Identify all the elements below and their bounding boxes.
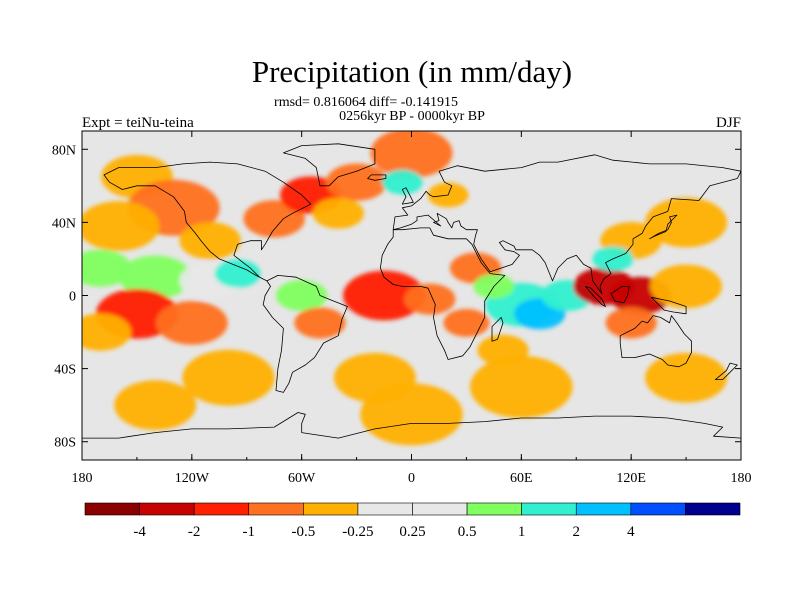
chart-title: Precipitation (in mm/day) <box>252 54 572 89</box>
anomaly-blob <box>276 279 328 312</box>
coastline <box>367 174 387 181</box>
antarctica-coastline <box>82 412 741 439</box>
coastlines <box>82 143 741 439</box>
coastline <box>380 227 506 360</box>
anomaly-blob <box>381 169 423 195</box>
colorbar-label: -4 <box>133 524 146 540</box>
anomaly-blob <box>650 264 722 309</box>
anomaly-blob <box>182 349 275 406</box>
x-tick-label: 60W <box>288 471 316 486</box>
experiment-label: Expt = teiNu-teina <box>82 115 194 131</box>
coastline <box>401 187 414 205</box>
x-tick-label: 60E <box>510 471 533 486</box>
anomaly-blob <box>404 283 456 315</box>
anomaly-blob <box>605 307 657 339</box>
stats-line: rmsd= 0.816064 diff= -0.141915 <box>274 95 458 110</box>
colorbar-swatch <box>521 502 577 516</box>
colorbar-label: 0.5 <box>458 524 477 540</box>
coastline <box>283 143 376 187</box>
y-tick-label: 40S <box>54 363 76 378</box>
anomaly-layer <box>82 131 728 446</box>
coastline <box>491 317 504 342</box>
y-tick-label: 0 <box>69 290 76 305</box>
x-axis: 180 120W 60W 0 60E 120E 180 <box>72 131 752 486</box>
x-tick-label: 0 <box>408 471 415 486</box>
colorbar-swatch <box>139 502 195 516</box>
colorbar: -4 -2 -1 -0.5 -0.25 0.25 0.5 1 2 4 <box>84 502 741 540</box>
colorbar-label: 2 <box>573 524 581 540</box>
coastline <box>103 161 312 282</box>
anomaly-blob <box>294 307 346 339</box>
colorbar-label: -1 <box>243 524 256 540</box>
colorbar-swatch <box>412 502 468 516</box>
map-area <box>81 130 742 461</box>
colorbar-label: 4 <box>627 524 635 540</box>
anomaly-blob <box>243 200 305 238</box>
anomaly-blob <box>82 313 132 351</box>
colorbar-swatch <box>193 502 250 516</box>
colorbar-swatch <box>357 502 413 516</box>
anomaly-blob <box>114 380 197 431</box>
coastline <box>619 315 692 368</box>
anomaly-blob <box>325 163 388 201</box>
colorbar-swatch <box>685 502 741 516</box>
coastline <box>262 275 348 393</box>
coastline <box>585 286 606 307</box>
y-tick-label: 40N <box>52 216 76 231</box>
colorbar-label: 1 <box>518 524 526 540</box>
anomaly-blob <box>179 222 241 260</box>
anomaly-blob <box>119 255 192 299</box>
coastline <box>392 154 741 295</box>
anomaly-blob <box>343 270 426 321</box>
coastline <box>715 362 738 380</box>
colorbar-label: -2 <box>188 524 201 540</box>
anomaly-blob <box>82 249 132 287</box>
colorbar-swatch <box>84 502 140 516</box>
coastline <box>649 214 678 240</box>
x-tick-label: 120E <box>616 471 646 486</box>
anomaly-blob <box>370 131 453 178</box>
anomaly-blob <box>645 197 728 248</box>
colorbar-swatch <box>575 502 632 516</box>
coastline <box>610 286 630 304</box>
anomaly-blob <box>214 259 261 288</box>
anomaly-blob <box>360 383 463 446</box>
anomaly-blob <box>155 301 228 345</box>
period-label: 0256kyr BP - 0000kyr BP <box>339 109 485 124</box>
colorbar-swatch <box>466 502 522 516</box>
y-tick-label: 80N <box>52 143 76 158</box>
anomaly-blob <box>312 197 364 229</box>
season-label: DJF <box>716 115 741 131</box>
colorbar-swatch <box>630 502 686 516</box>
anomaly-blob <box>82 201 160 251</box>
colorbar-swatch <box>248 502 304 516</box>
colorbar-label: -0.25 <box>342 524 373 540</box>
x-tick-label: 180 <box>731 471 752 486</box>
colorbar-label: 0.25 <box>399 524 425 540</box>
x-tick-label: 180 <box>72 471 93 486</box>
anomaly-blob <box>443 308 490 337</box>
anomaly-blob <box>470 355 573 418</box>
y-tick-label: 80S <box>54 436 76 451</box>
coastline <box>650 296 687 315</box>
colorbar-swatch <box>303 502 359 516</box>
colorbar-label: -0.5 <box>291 524 315 540</box>
anomaly-blob <box>645 352 728 403</box>
y-axis: 80N 40N 0 40S 80S <box>52 143 741 451</box>
x-tick-label: 120W <box>175 471 210 486</box>
